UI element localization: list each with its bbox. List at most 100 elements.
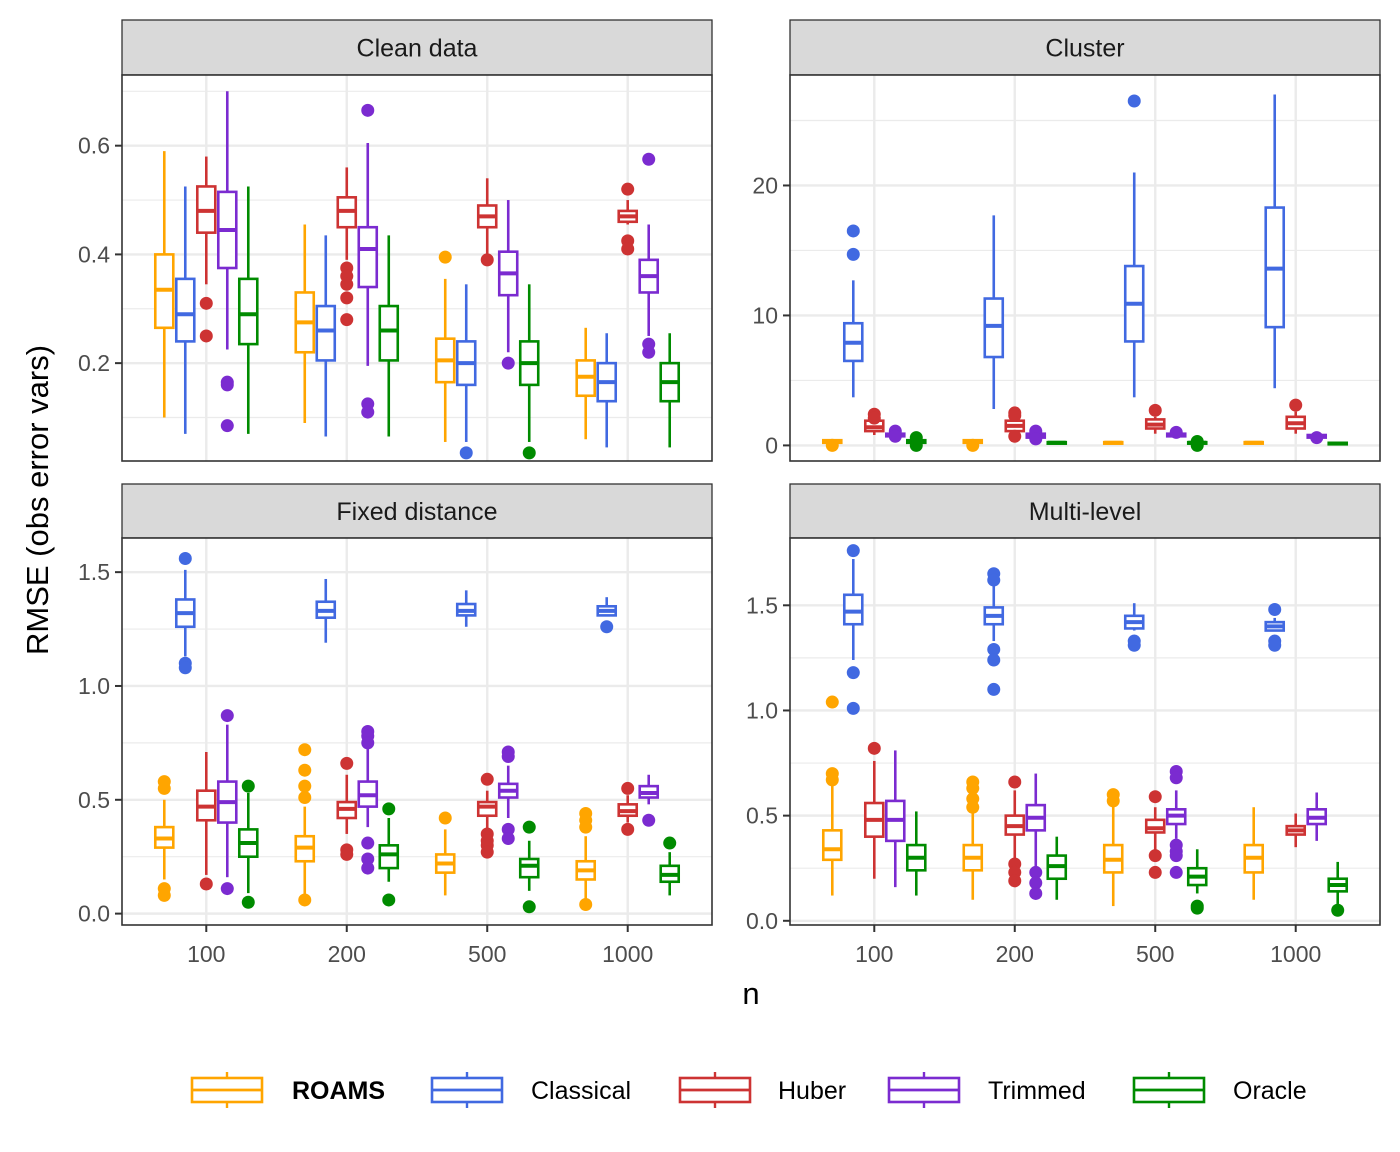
box-roams-n200 [962, 775, 984, 900]
box-classical-n100 [842, 544, 864, 715]
outlier-point [438, 250, 452, 264]
box-oracle-n200 [378, 235, 400, 437]
box-trimmed-n100 [216, 709, 238, 896]
facet-strip-label: Fixed distance [336, 498, 497, 526]
outlier-point [846, 247, 860, 261]
box-huber-n1000 [1285, 813, 1307, 848]
box-classical-n200 [315, 235, 337, 437]
outlier-point [340, 277, 354, 291]
outlier-point [298, 893, 312, 907]
facet-strip-label: Multi-level [1029, 498, 1142, 526]
outlier-point [340, 756, 354, 770]
outlier-point [621, 242, 635, 256]
box-huber-n200 [1004, 775, 1026, 888]
box-trimmed-n1000 [638, 774, 660, 827]
outlier-point [966, 438, 980, 452]
outlier-point [157, 888, 171, 902]
outlier-point [298, 763, 312, 777]
panel-border [121, 537, 713, 926]
box-roams-n100 [821, 695, 843, 896]
box-classical-n500 [1123, 603, 1145, 652]
legend-item-classical: Classical [430, 1072, 631, 1108]
y-tick-label: 1.0 [78, 673, 110, 699]
box-roams-n1000 [1243, 807, 1265, 900]
panel-border [789, 537, 1381, 926]
box-classical-n1000 [596, 597, 618, 634]
box-iqr [842, 593, 864, 626]
box-classical-n500 [1123, 94, 1145, 398]
x-tick-label: 100 [855, 941, 893, 967]
outlier-point [361, 852, 375, 866]
outlier-point [1268, 603, 1282, 617]
outlier-point [522, 900, 536, 914]
box-roams-n1000 [575, 327, 597, 440]
facet-strip [789, 483, 1381, 539]
outlier-point [621, 781, 635, 795]
plot-background [122, 75, 712, 461]
box-huber-n1000 [1285, 398, 1307, 434]
y-axis-title: RMSE (obs error vars) [20, 345, 55, 655]
outlier-point [846, 544, 860, 558]
outlier-point [298, 791, 312, 805]
y-tick-label: 0 [765, 432, 778, 458]
outlier-point [298, 743, 312, 757]
outlier-point [1268, 638, 1282, 652]
outlier-point [501, 750, 515, 764]
panel-fixed-distance: Fixed distance 0.0 0.5 1.0 1.5 100 200 500 1000 [78, 483, 713, 967]
outlier-point [1190, 438, 1204, 452]
outlier-point [1008, 409, 1022, 423]
outlier-point [987, 642, 1001, 656]
box-huber-n1000 [617, 781, 639, 836]
outlier-point [361, 405, 375, 419]
box-iqr [315, 304, 337, 362]
box-trimmed-n1000 [1306, 431, 1328, 445]
outlier-point [1331, 903, 1345, 917]
box-oracle-n200 [378, 802, 400, 907]
plot-background [790, 538, 1380, 925]
legend-label: Huber [778, 1077, 846, 1105]
outlier-point [1127, 94, 1141, 108]
outlier-point [621, 822, 635, 836]
box-roams-n200 [294, 743, 316, 907]
outlier-point [361, 836, 375, 850]
outlier-point [178, 661, 192, 675]
outlier-point [501, 822, 515, 836]
y-tick-label: 1.5 [78, 559, 110, 585]
outlier-point [867, 411, 881, 425]
box-classical-n1000 [1264, 94, 1286, 389]
outlier-point [1169, 849, 1183, 863]
panel-cluster: Cluster 0 10 20 [752, 19, 1381, 462]
box-trimmed-n500 [1165, 764, 1187, 879]
outlier-point [1190, 901, 1204, 915]
outlier-point [846, 701, 860, 715]
legend-label: Trimmed [988, 1077, 1086, 1105]
box-classical-n100 [842, 224, 864, 398]
legend-item-trimmed: Trimmed [887, 1072, 1086, 1108]
outlier-point [1148, 790, 1162, 804]
box-trimmed-n200 [357, 725, 379, 875]
outlier-point [501, 831, 515, 845]
outlier-point [867, 741, 881, 755]
outlier-point [1029, 865, 1043, 879]
box-huber-n500 [476, 772, 498, 859]
outlier-point [178, 551, 192, 565]
x-tick-label: 100 [187, 941, 225, 967]
outlier-point [340, 313, 354, 327]
box-huber-n500 [476, 178, 498, 267]
outlier-point [199, 329, 213, 343]
box-trimmed-n500 [1165, 425, 1187, 439]
box-roams-n200 [294, 224, 316, 423]
box-iqr [378, 304, 400, 362]
outlier-point [361, 103, 375, 117]
legend-item-huber: Huber [678, 1072, 846, 1108]
outlier-point [1169, 865, 1183, 879]
outlier-point [382, 893, 396, 907]
outlier-point [642, 152, 656, 166]
box-classical-n1000 [1264, 603, 1286, 652]
box-iqr [174, 277, 196, 343]
box-oracle-n200 [1046, 440, 1068, 445]
outlier-point [966, 781, 980, 795]
box-oracle-n100 [905, 431, 927, 452]
box-oracle-n1000 [1327, 861, 1349, 917]
y-tick-label: 1.0 [746, 697, 778, 723]
